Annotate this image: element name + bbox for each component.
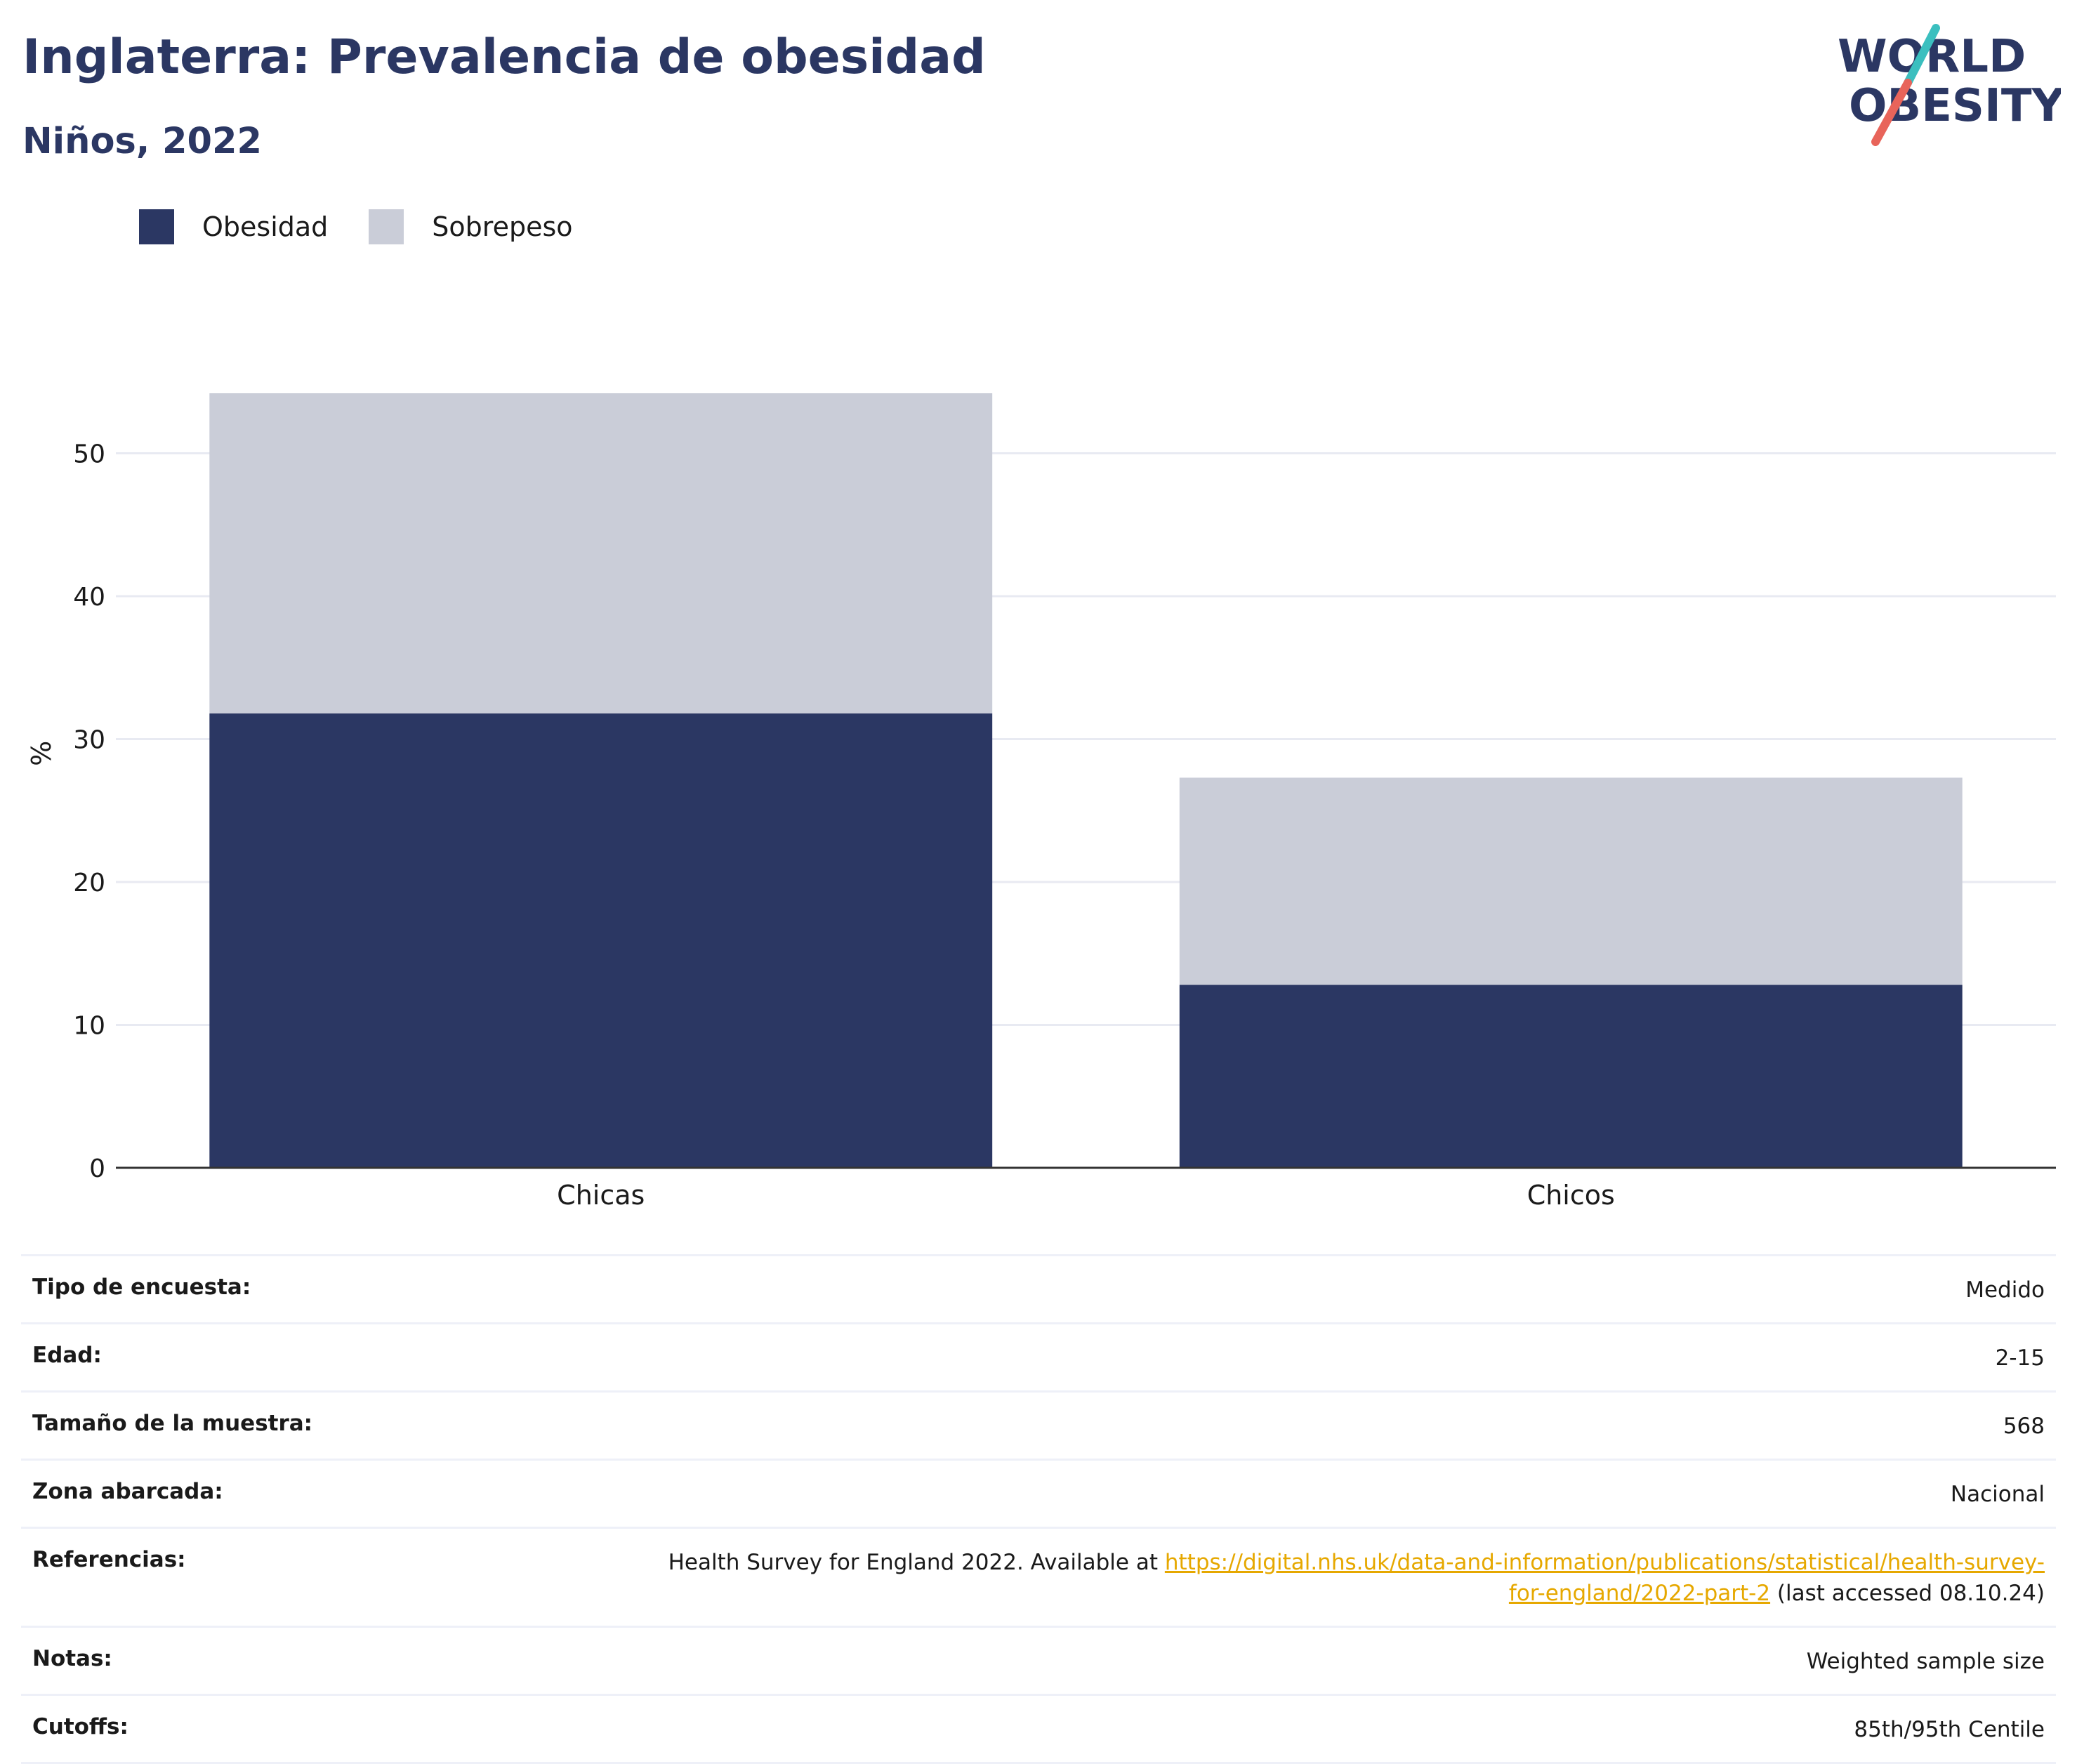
meta-value: 85th/95th Centile <box>1854 1717 2045 1742</box>
x-tick-label: Chicas <box>557 1180 645 1211</box>
y-tick-label: 50 <box>73 440 105 469</box>
y-tick-label: 40 <box>73 583 105 612</box>
bar-obesity-chicas <box>209 713 993 1168</box>
stacked-bar-chart: 0 10 20 30 40 50% Chicas Chicos <box>26 393 2056 1211</box>
logo-slash-coral <box>1871 79 1912 146</box>
bar-obesity-chicos <box>1179 985 1963 1168</box>
legend-swatch-obesity <box>139 209 174 244</box>
meta-value: 568 <box>2003 1414 2045 1439</box>
reference-suffix: (last accessed 08.10.24) <box>1770 1581 2045 1606</box>
y-tick-label: 10 <box>73 1012 105 1041</box>
chart-legend: Obesidad Sobrepeso <box>139 209 614 244</box>
meta-label: Zona abarcada: <box>32 1479 223 1504</box>
bar-overweight-chicos <box>1179 777 1963 985</box>
chart-subtitle: Niños, 2022 <box>22 121 262 162</box>
meta-label: Tipo de encuesta: <box>32 1275 251 1300</box>
legend-swatch-overweight <box>369 209 404 244</box>
legend-item-obesity[interactable]: Obesidad <box>139 209 328 244</box>
meta-value: 2-15 <box>1995 1345 2045 1371</box>
meta-value: Medido <box>1965 1277 2045 1303</box>
y-tick-label: 20 <box>73 869 105 897</box>
meta-row-cutoffs: Cutoffs: 85th/95th Centile <box>21 1696 2056 1764</box>
legend-label-overweight: Sobrepeso <box>432 211 573 242</box>
y-tick-label: 30 <box>73 726 105 755</box>
meta-row-references: Referencias: Health Survey for England 2… <box>21 1529 2056 1628</box>
bar-overweight-chicas <box>209 393 993 713</box>
reference-text: Health Survey for England 2022. Availabl… <box>668 1550 1165 1575</box>
meta-row-notes: Notas: Weighted sample size <box>21 1628 2056 1696</box>
meta-row-sample-size: Tamaño de la muestra: 568 <box>21 1393 2056 1461</box>
meta-value: Nacional <box>1950 1482 2045 1507</box>
meta-row-survey-type: Tipo de encuesta: Medido <box>21 1256 2056 1324</box>
meta-row-age: Edad: 2-15 <box>21 1324 2056 1393</box>
legend-label-obesity: Obesidad <box>202 211 329 242</box>
meta-label: Tamaño de la muestra: <box>32 1411 313 1436</box>
chart-title: Inglaterra: Prevalencia de obesidad <box>22 29 986 85</box>
meta-row-area: Zona abarcada: Nacional <box>21 1461 2056 1529</box>
meta-label: Cutoffs: <box>32 1714 128 1739</box>
y-axis-label: % <box>26 741 57 766</box>
x-tick-label: Chicos <box>1527 1180 1615 1211</box>
reference-link[interactable]: https://digital.nhs.uk/data-and-informat… <box>1164 1550 2045 1606</box>
survey-details-table: Tipo de encuesta: Medido Edad: 2-15 Tama… <box>21 1254 2056 1764</box>
meta-value-references: Health Survey for England 2022. Availabl… <box>640 1547 2045 1609</box>
meta-label: Edad: <box>32 1343 102 1368</box>
world-obesity-logo: WORLD OBESITY <box>1838 24 2061 146</box>
meta-label: Notas: <box>32 1646 112 1671</box>
meta-label: Referencias: <box>32 1547 186 1572</box>
y-tick-label: 0 <box>89 1154 105 1183</box>
logo-slash-teal <box>1904 24 1940 87</box>
meta-value: Weighted sample size <box>1806 1649 2045 1674</box>
legend-item-overweight[interactable]: Sobrepeso <box>369 209 573 244</box>
